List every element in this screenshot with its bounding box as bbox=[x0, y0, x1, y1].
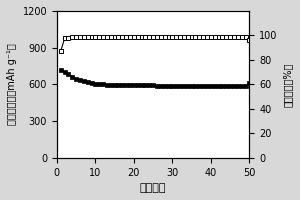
Y-axis label: 库伦效率（%）: 库伦效率（%） bbox=[283, 62, 293, 107]
Y-axis label: 放电比容量（mAh g⁻¹）: 放电比容量（mAh g⁻¹） bbox=[7, 43, 17, 125]
X-axis label: 循环圈数: 循环圈数 bbox=[140, 183, 167, 193]
